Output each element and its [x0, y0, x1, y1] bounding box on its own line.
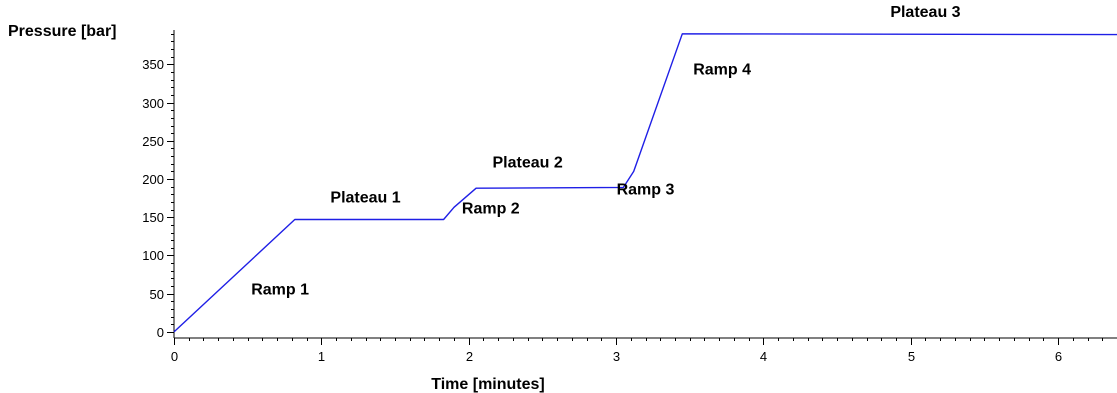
- axes: 0 50 100 150 200 250 300 350 0 1 2 3 4 5 6: [142, 30, 1117, 364]
- series-layer: [173, 33, 1117, 333]
- y-tick-label: 50: [150, 287, 164, 302]
- x-tick-label: 6: [1055, 349, 1062, 364]
- x-tick-label: 2: [466, 349, 473, 364]
- y-tick-label: 100: [142, 248, 164, 263]
- annotation-layer: Plateau 3 Ramp 4 Plateau 2 Ramp 3 Plateau 1 R…: [251, 4, 960, 298]
- annotation-plateau-3: Plateau 3: [890, 4, 960, 21]
- y-tick-label: 300: [142, 96, 164, 111]
- x-minor-ticks: [174, 338, 1103, 341]
- y-axis-title: Pressure [bar]: [8, 23, 117, 40]
- annotation-plateau-2: Plateau 2: [492, 155, 562, 172]
- x-ticks: 0 1 2 3 4 5 6: [171, 338, 1062, 364]
- y-tick-label: 200: [142, 172, 164, 187]
- x-tick-label: 1: [318, 349, 325, 364]
- pressure-series-line: [173, 33, 1117, 333]
- x-axis-title: Time [minutes]: [431, 376, 545, 393]
- x-tick-label: 5: [908, 349, 915, 364]
- annotation-ramp-2: Ramp 2: [462, 200, 520, 217]
- x-tick-label: 0: [171, 349, 178, 364]
- y-tick-label: 350: [142, 57, 164, 72]
- x-tick-label: 4: [760, 349, 767, 364]
- annotation-ramp-3: Ramp 3: [617, 181, 675, 198]
- y-tick-label: 250: [142, 134, 164, 149]
- x-tick-label: 3: [613, 349, 620, 364]
- annotation-ramp-4: Ramp 4: [693, 61, 751, 78]
- y-ticks: 0 50 100 150 200 250 300 350: [142, 57, 174, 340]
- y-tick-label: 0: [157, 325, 164, 340]
- y-tick-label: 150: [142, 210, 164, 225]
- annotation-plateau-1: Plateau 1: [330, 190, 400, 207]
- annotation-ramp-1: Ramp 1: [251, 281, 309, 298]
